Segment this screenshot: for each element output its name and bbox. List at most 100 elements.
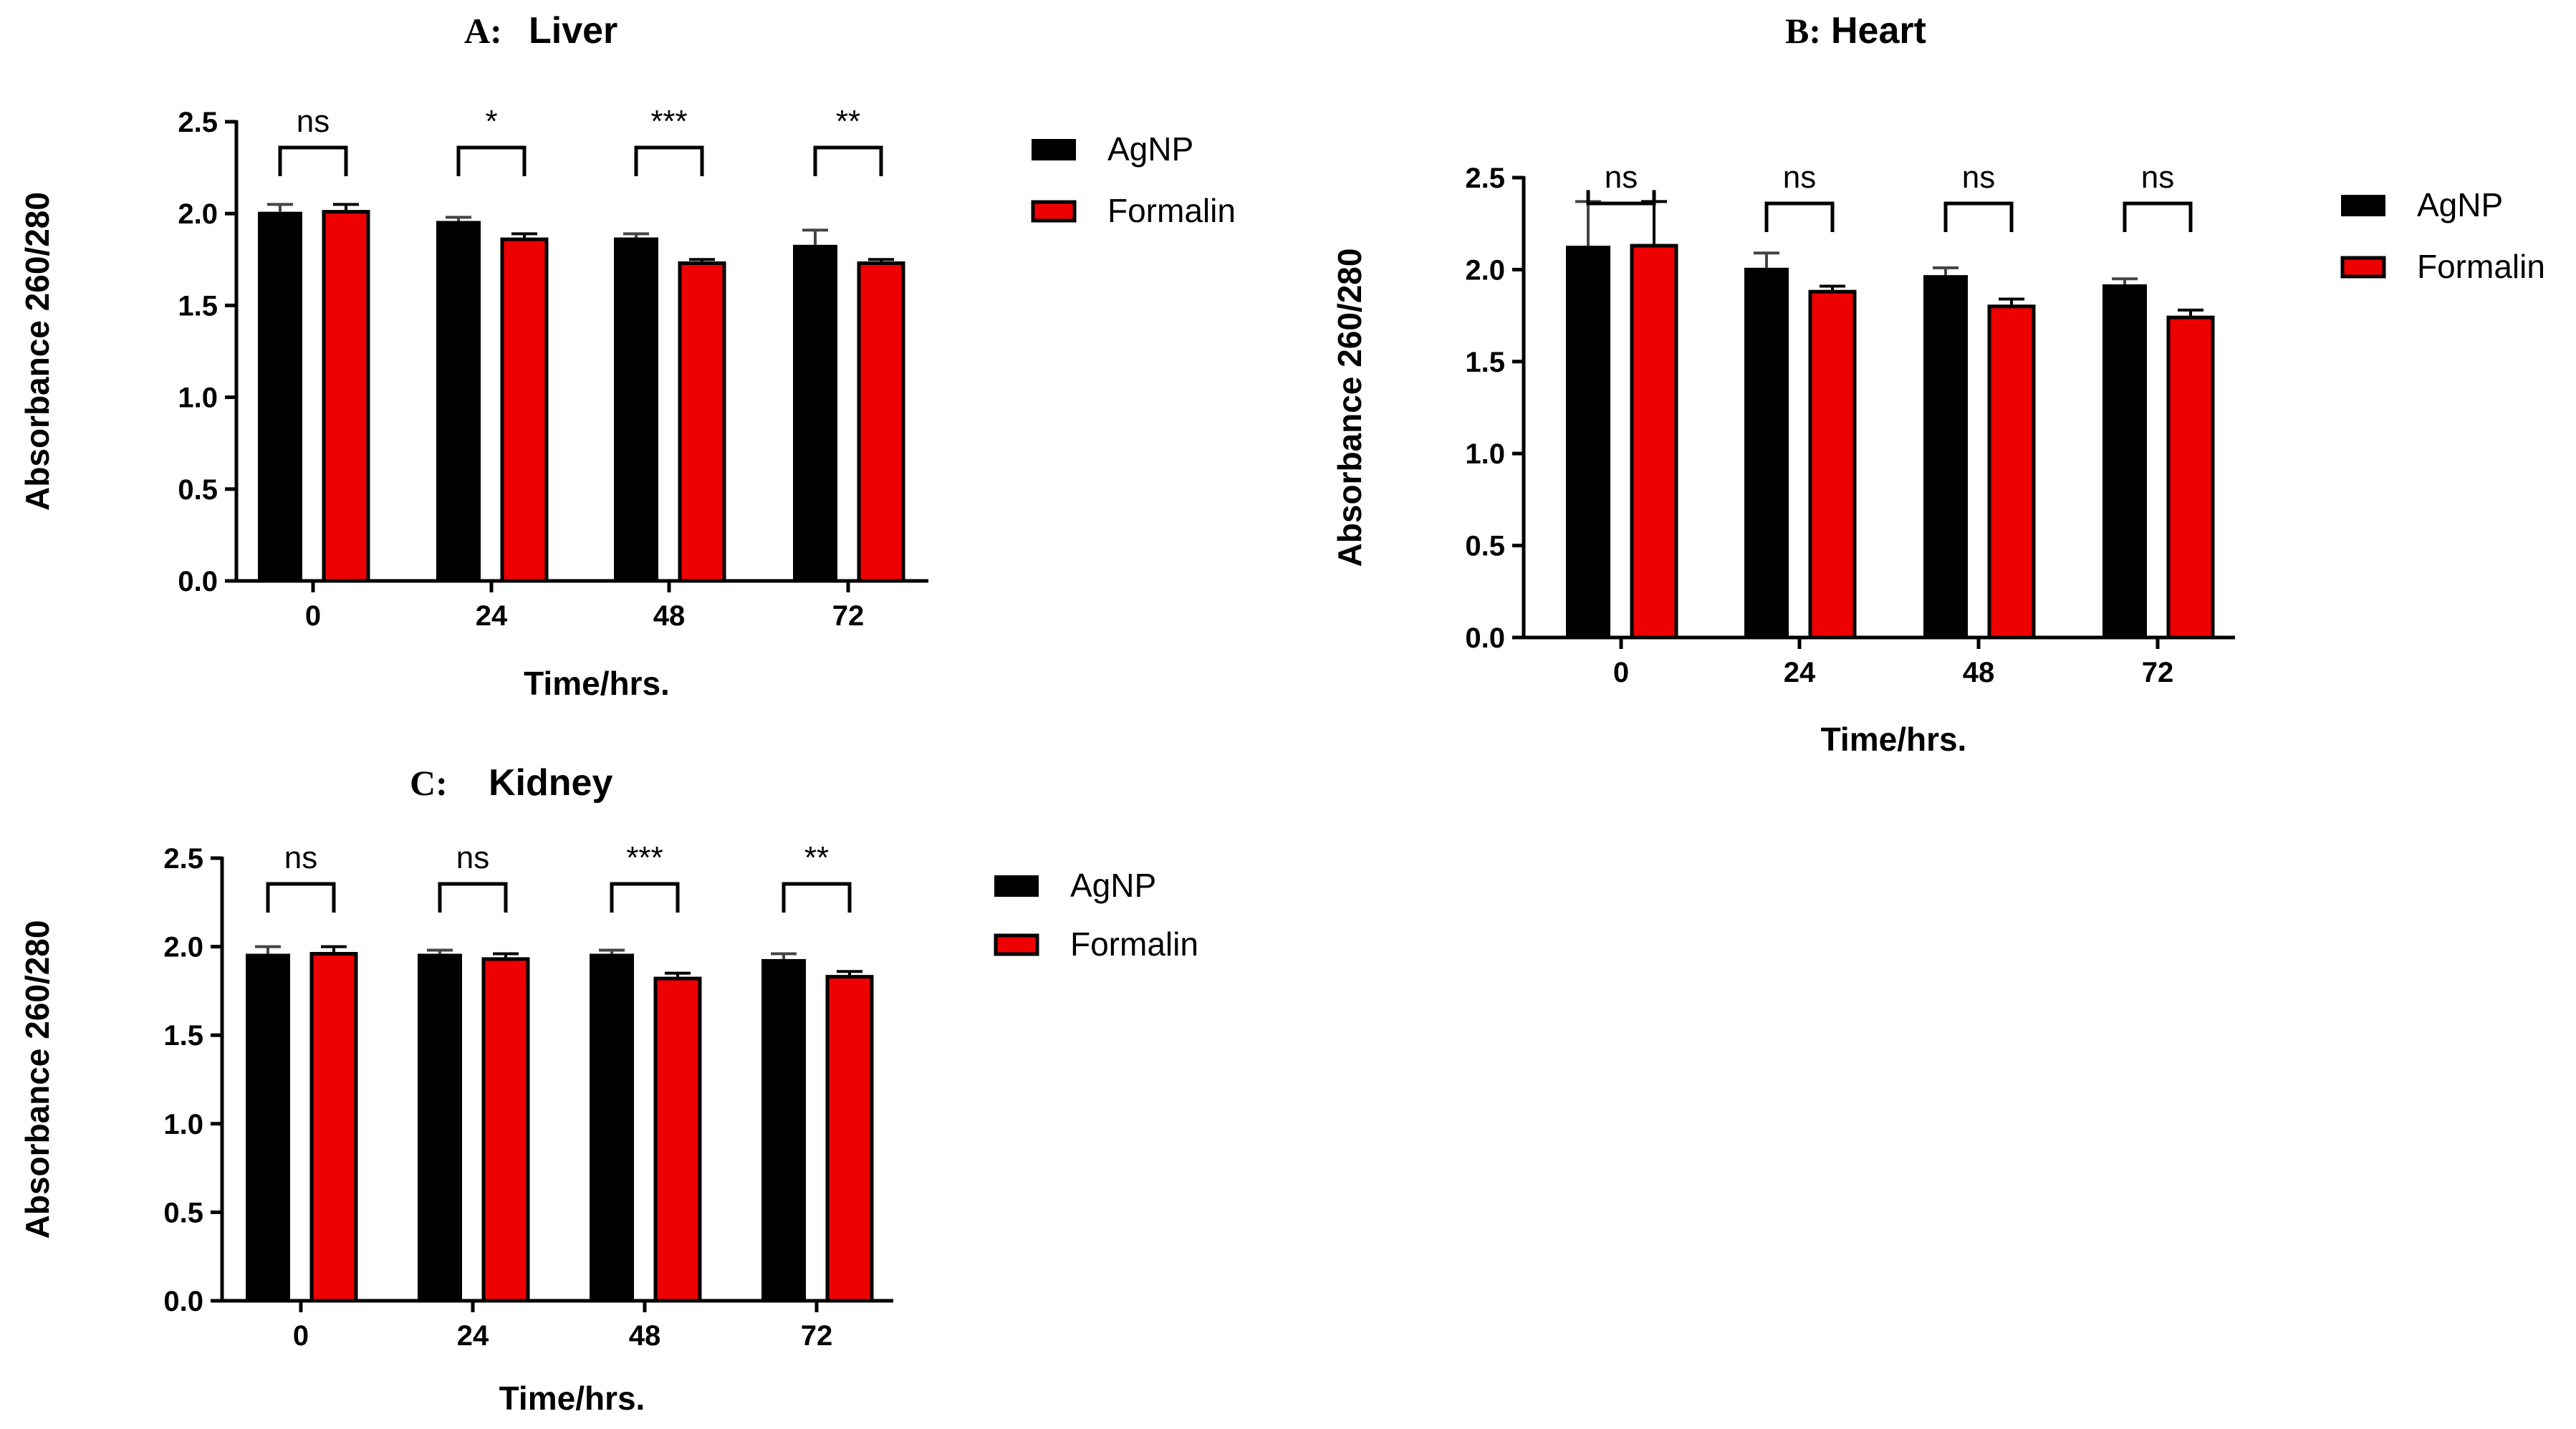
y-tick-label-1.0: 1.0: [178, 382, 218, 414]
y-axis-title: Absorbance 260/280: [19, 920, 56, 1239]
legend-swatch-agnp: [1032, 139, 1076, 160]
significance-bracket-24: [438, 882, 508, 913]
legend-label-agnp: AgNP: [2417, 186, 2503, 223]
bar-agnp-72: [793, 244, 837, 581]
significance-label-72: **: [836, 104, 860, 139]
y-tick-label-0.0: 0.0: [178, 566, 218, 597]
legend-swatch-agnp: [2341, 195, 2385, 216]
x-tick-label-72: 72: [832, 600, 865, 632]
bar-formalin-72: [2166, 315, 2215, 640]
legend-label-agnp: AgNP: [1070, 867, 1156, 904]
legend-label-formalin: Formalin: [1070, 925, 1198, 963]
y-axis-title: Absorbance 260/280: [19, 192, 56, 511]
y-tick-label-2.5: 2.5: [163, 843, 203, 875]
y-tick-label-0.5: 0.5: [178, 474, 218, 506]
significance-bracket-48: [1943, 201, 2014, 232]
bar-agnp-48: [1923, 275, 1968, 637]
x-tick-label-0: 0: [305, 600, 321, 632]
legend-label-formalin: Formalin: [1107, 192, 1236, 229]
bar-agnp-24: [1744, 267, 1789, 637]
x-tick-label-72: 72: [801, 1320, 833, 1352]
bar-agnp-0: [1566, 246, 1610, 637]
significance-bracket-0: [1586, 190, 1656, 206]
legend-label-agnp: AgNP: [1107, 130, 1193, 168]
bar-agnp-48: [614, 237, 658, 581]
bar-formalin-0: [309, 951, 358, 1303]
chart-panel-kidney: C: Kidney ns 0 ns 24 *** 48 ** 72 0.0 0.5 1.0 1.5 2.0 2…: [19, 762, 1198, 1417]
significance-bracket-48: [634, 145, 704, 176]
y-tick-label-2.5: 2.5: [1465, 163, 1505, 194]
bar-formalin-72: [825, 975, 874, 1303]
bar-agnp-48: [590, 953, 634, 1301]
y-tick-label-1.0: 1.0: [1465, 438, 1505, 470]
significance-label-0: ns: [1605, 160, 1638, 195]
significance-label-0: ns: [297, 104, 330, 139]
bar-formalin-48: [653, 976, 702, 1303]
bar-formalin-24: [1808, 289, 1857, 640]
bar-formalin-24: [481, 957, 530, 1303]
significance-label-24: ns: [1783, 160, 1816, 195]
bar-agnp-72: [2102, 284, 2147, 637]
bar-formalin-48: [678, 261, 726, 583]
y-tick-label-1.5: 1.5: [1465, 347, 1505, 378]
x-tick-label-24: 24: [476, 600, 508, 632]
x-tick-label-24: 24: [1784, 657, 1816, 688]
y-tick-label-2.5: 2.5: [178, 107, 218, 138]
chart-panel-heart: B: Heart ns 0 ns 24 ns 48 ns 72 0.0 0.5 1.0 1.5 2.0 2.5…: [1331, 10, 2545, 758]
x-axis-title: Time/hrs.: [1821, 721, 1967, 758]
panel-title: Kidney: [489, 762, 612, 804]
bar-agnp-24: [436, 221, 481, 581]
y-tick-label-2.0: 2.0: [178, 198, 218, 230]
y-tick-label-2.0: 2.0: [1465, 254, 1505, 286]
significance-bracket-0: [278, 145, 348, 176]
y-tick-label-1.5: 1.5: [163, 1020, 203, 1052]
significance-bracket-24: [1764, 201, 1835, 232]
x-tick-label-48: 48: [1963, 657, 1995, 688]
significance-bracket-24: [456, 145, 527, 176]
y-axis-title: Absorbance 260/280: [1331, 249, 1368, 567]
legend-label-formalin: Formalin: [2417, 248, 2545, 285]
y-tick-label-0.0: 0.0: [163, 1286, 203, 1317]
legend: AgNP Formalin: [1031, 130, 1236, 229]
significance-label-48: ns: [1962, 160, 1995, 195]
x-tick-label-0: 0: [293, 1320, 309, 1352]
bar-formalin-48: [1987, 304, 2036, 640]
bar-agnp-0: [258, 211, 302, 581]
bar-agnp-24: [418, 953, 462, 1301]
panel-letter: B:: [1785, 11, 1821, 51]
significance-label-0: ns: [284, 840, 317, 875]
x-tick-label-48: 48: [653, 600, 686, 632]
chart-panel-liver: A: Liver ns 0 * 24 *** 48 ** 72 0.0 0.5 1.0 1.5 2.0 2.5…: [19, 10, 1236, 702]
x-tick-label-48: 48: [629, 1320, 661, 1352]
x-tick-label-0: 0: [1613, 657, 1629, 688]
significance-label-72: ns: [2141, 160, 2174, 195]
panel-title: Heart: [1831, 10, 1926, 52]
x-axis-title: Time/hrs.: [499, 1380, 645, 1417]
bar-agnp-72: [761, 958, 806, 1301]
significance-bracket-48: [610, 882, 680, 913]
y-tick-label-2.0: 2.0: [163, 932, 203, 963]
panel-title: Liver: [529, 10, 617, 52]
legend-swatch-formalin: [2340, 256, 2386, 279]
significance-label-24: *: [485, 104, 497, 139]
legend: AgNP Formalin: [994, 867, 1198, 963]
significance-label-48: ***: [650, 104, 687, 139]
y-tick-label-0.5: 0.5: [1465, 531, 1505, 562]
legend-swatch-formalin: [994, 933, 1039, 956]
y-tick-label-0.5: 0.5: [163, 1197, 203, 1228]
y-tick-label-1.0: 1.0: [163, 1109, 203, 1140]
legend-swatch-agnp: [994, 875, 1039, 897]
bar-agnp-0: [246, 953, 290, 1301]
x-tick-label-24: 24: [457, 1320, 489, 1352]
bar-formalin-0: [1630, 244, 1678, 640]
x-axis-title: Time/hrs.: [524, 665, 670, 702]
significance-bracket-72: [782, 882, 852, 913]
x-tick-label-72: 72: [2142, 657, 2174, 688]
bar-formalin-24: [500, 237, 549, 583]
significance-label-72: **: [804, 840, 829, 875]
legend: AgNP Formalin: [2340, 186, 2545, 285]
y-tick-label-1.5: 1.5: [178, 290, 218, 322]
significance-bracket-0: [266, 882, 336, 913]
